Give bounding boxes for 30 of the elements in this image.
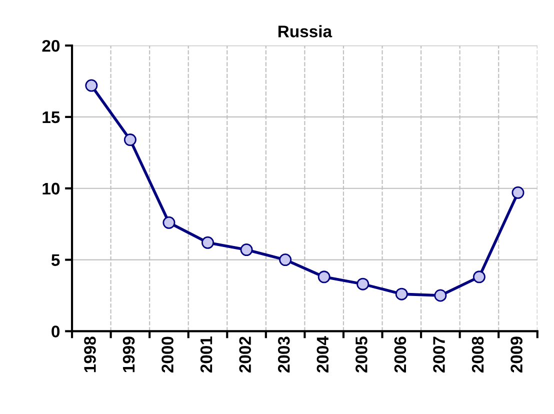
y-tick-label: 5 <box>51 254 60 266</box>
x-tick-label: 1998 <box>84 336 96 372</box>
point <box>318 270 330 284</box>
point <box>395 288 408 300</box>
point <box>472 270 486 284</box>
x-tick-label: 2004 <box>316 336 329 373</box>
y-tick-label: 10 <box>42 182 60 195</box>
point <box>202 236 214 249</box>
point <box>85 79 98 92</box>
x-tick-label: 2007 <box>433 336 445 373</box>
y-tick-label: 0 <box>52 326 60 338</box>
chart-title: Russia <box>278 25 332 38</box>
y-tick-label: 20 <box>42 40 60 52</box>
point <box>434 289 447 302</box>
x-tick-label: 2008 <box>472 336 484 373</box>
point <box>356 278 370 290</box>
point <box>240 244 253 256</box>
x-tick-label: 2003 <box>278 336 290 373</box>
point <box>512 186 524 199</box>
x-tick-label: 1999 <box>122 336 135 372</box>
point <box>279 254 292 266</box>
point <box>162 216 176 229</box>
point <box>124 134 136 146</box>
x-tick-label: 2006 <box>394 336 406 373</box>
x-tick-label: 2000 <box>162 336 174 373</box>
x-tick-label: 2005 <box>356 336 368 373</box>
y-tick-label: 15 <box>42 112 60 124</box>
x-tick-label: 2001 <box>200 336 212 373</box>
x-tick-label: 2009 <box>510 336 522 373</box>
x-tick-label: 2002 <box>239 336 252 373</box>
